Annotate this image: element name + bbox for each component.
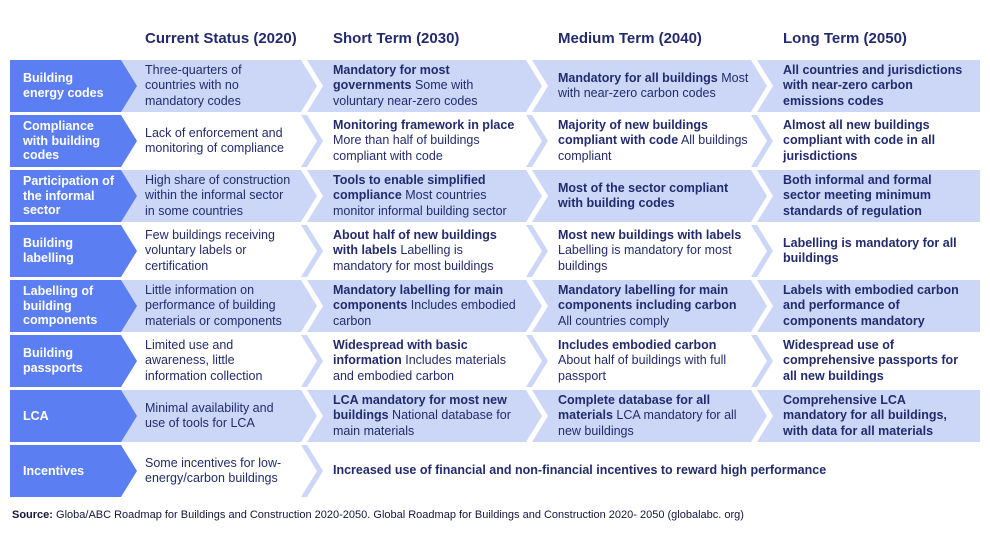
cell-last: Labelling is mandatory for all buildings	[757, 225, 980, 277]
cell-text: Mandatory labelling for main components …	[558, 283, 737, 328]
row-label: Labelling of building components	[23, 283, 98, 328]
cell-current: Minimal availability and use of tools fo…	[117, 390, 317, 442]
cell-text: Little information on performance of bui…	[145, 283, 282, 328]
column-header-short-term: Short Term (2030)	[333, 30, 460, 47]
row-label-arrow: Incentives	[10, 445, 137, 497]
cell-text: Widespread with basic information Includ…	[333, 338, 506, 383]
cell-mid: Majority of new buildings compliant with…	[532, 115, 767, 167]
roadmap-row: Compliance with building codes Lack of en…	[10, 115, 980, 167]
cell-text: Includes embodied carbon About half of b…	[558, 338, 727, 383]
cell-current: Limited use and awareness, little inform…	[117, 335, 317, 387]
cell-last: Widespread use of comprehensive passport…	[757, 335, 980, 387]
cell-text: Lack of enforcement and monitoring of co…	[145, 125, 284, 155]
roadmap-row: Incentives Some incentives for low-energy…	[10, 445, 980, 497]
column-header-medium-term: Medium Term (2040)	[558, 30, 702, 47]
cell-text: LCA mandatory for most new buildings Nat…	[333, 393, 511, 438]
row-label-arrow: Building energy codes	[10, 60, 137, 112]
row-label: Incentives	[23, 463, 85, 478]
roadmap-row: Building labelling Few buildings receivin…	[10, 225, 980, 277]
cell-text: Mandatory labelling for main components …	[333, 283, 516, 328]
roadmap-rows: Building energy codes Three-quarters of c…	[10, 60, 980, 497]
cell-current: Lack of enforcement and monitoring of co…	[117, 115, 317, 167]
cell-text: Most new buildings with labels Labelling…	[558, 228, 742, 273]
cell-text: Limited use and awareness, little inform…	[145, 338, 263, 383]
cell-text: Some incentives for low-energy/carbon bu…	[145, 455, 282, 485]
cell-text: Complete database for all materials LCA …	[558, 393, 737, 438]
cell-current: High share of construction within the in…	[117, 170, 317, 222]
roadmap-row: Building energy codes Three-quarters of c…	[10, 60, 980, 112]
cell-current: Three-quarters of countries with no mand…	[117, 60, 317, 112]
row-label: Compliance with building codes	[23, 118, 101, 163]
cell-text: Comprehensive LCA mandatory for all buil…	[783, 393, 947, 438]
row-label-arrow: Labelling of building components	[10, 280, 137, 332]
cell-text: Widespread use of comprehensive passport…	[783, 338, 959, 383]
cell-text: Almost all new buildings compliant with …	[783, 118, 936, 163]
cell-mid: About half of new buildings with labels …	[307, 225, 542, 277]
cell-mid: Includes embodied carbon About half of b…	[532, 335, 767, 387]
cell-current: Some incentives for low-energy/carbon bu…	[117, 445, 317, 497]
cell-text: Tools to enable simplified compliance Mo…	[333, 173, 507, 218]
roadmap-row: LCA Minimal availability and use of tools…	[10, 390, 980, 442]
cell-mid: Mandatory labelling for main components …	[532, 280, 767, 332]
cell-text: Increased use of financial and non-finan…	[333, 463, 827, 478]
row-label-arrow: LCA	[10, 390, 137, 442]
cell-last: All countries and jurisdictions with nea…	[757, 60, 980, 112]
cell-text: Three-quarters of countries with no mand…	[145, 63, 242, 108]
row-label: LCA	[23, 408, 49, 423]
cell-text: Majority of new buildings compliant with…	[558, 118, 748, 163]
row-label: Building passports	[23, 346, 83, 375]
cell-mid: Mandatory for all buildings Most with ne…	[532, 60, 767, 112]
cell-mid: Tools to enable simplified compliance Mo…	[307, 170, 542, 222]
roadmap-row: Participation of the informal sector High…	[10, 170, 980, 222]
row-label-arrow: Compliance with building codes	[10, 115, 137, 167]
column-header-current-status: Current Status (2020)	[145, 30, 297, 47]
source-text: Globa/ABC Roadmap for Buildings and Cons…	[56, 509, 744, 521]
cell-text: Labels with embodied carbon and performa…	[783, 283, 959, 328]
cell-mid: Widespread with basic information Includ…	[307, 335, 542, 387]
column-header-long-term: Long Term (2050)	[783, 30, 907, 47]
source-label: Source:	[12, 509, 53, 521]
roadmap-row: Labelling of building components Little i…	[10, 280, 980, 332]
row-label: Building labelling	[23, 236, 74, 265]
cell-last: Almost all new buildings compliant with …	[757, 115, 980, 167]
cell-last: Both informal and formal sector meeting …	[757, 170, 980, 222]
cell-text: Monitoring framework in place More than …	[333, 118, 515, 163]
cell-mid: Mandatory for most governments Some with…	[307, 60, 542, 112]
cell-text: Few buildings receiving voluntary labels…	[145, 228, 275, 273]
cell-current: Few buildings receiving voluntary labels…	[117, 225, 317, 277]
row-label-arrow: Building passports	[10, 335, 137, 387]
cell-mid: Complete database for all materials LCA …	[532, 390, 767, 442]
cell-mid: LCA mandatory for most new buildings Nat…	[307, 390, 542, 442]
column-headers: Current Status (2020) Short Term (2030) …	[10, 0, 980, 47]
row-label-arrow: Building labelling	[10, 225, 137, 277]
cell-current: Little information on performance of bui…	[117, 280, 317, 332]
cell-text: Minimal availability and use of tools fo…	[145, 400, 274, 430]
cell-mid: Monitoring framework in place More than …	[307, 115, 542, 167]
cell-text: Most of the sector compliant with buildi…	[558, 180, 729, 210]
row-label-arrow: Participation of the informal sector	[10, 170, 137, 222]
row-label: Building energy codes	[23, 71, 104, 100]
cell-last: Increased use of financial and non-finan…	[307, 445, 980, 497]
cell-text: Mandatory for most governments Some with…	[333, 63, 478, 108]
cell-mid: Mandatory labelling for main components …	[307, 280, 542, 332]
cell-text: Labelling is mandatory for all buildings	[783, 235, 957, 265]
cell-text: Mandatory for all buildings Most with ne…	[558, 70, 749, 100]
cell-text: All countries and jurisdictions with nea…	[783, 63, 963, 108]
roadmap-row: Building passports Limited use and awaren…	[10, 335, 980, 387]
roadmap-diagram: Current Status (2020) Short Term (2030) …	[10, 0, 980, 521]
cell-text: High share of construction within the in…	[145, 173, 291, 218]
cell-text: About half of new buildings with labels …	[333, 228, 497, 273]
source-line: Source: Globa/ABC Roadmap for Buildings …	[12, 509, 980, 521]
row-label: Participation of the informal sector	[23, 173, 114, 218]
cell-mid: Most of the sector compliant with buildi…	[532, 170, 767, 222]
cell-last: Labels with embodied carbon and performa…	[757, 280, 980, 332]
cell-last: Comprehensive LCA mandatory for all buil…	[757, 390, 980, 442]
cell-text: Both informal and formal sector meeting …	[783, 173, 932, 218]
cell-mid: Most new buildings with labels Labelling…	[532, 225, 767, 277]
